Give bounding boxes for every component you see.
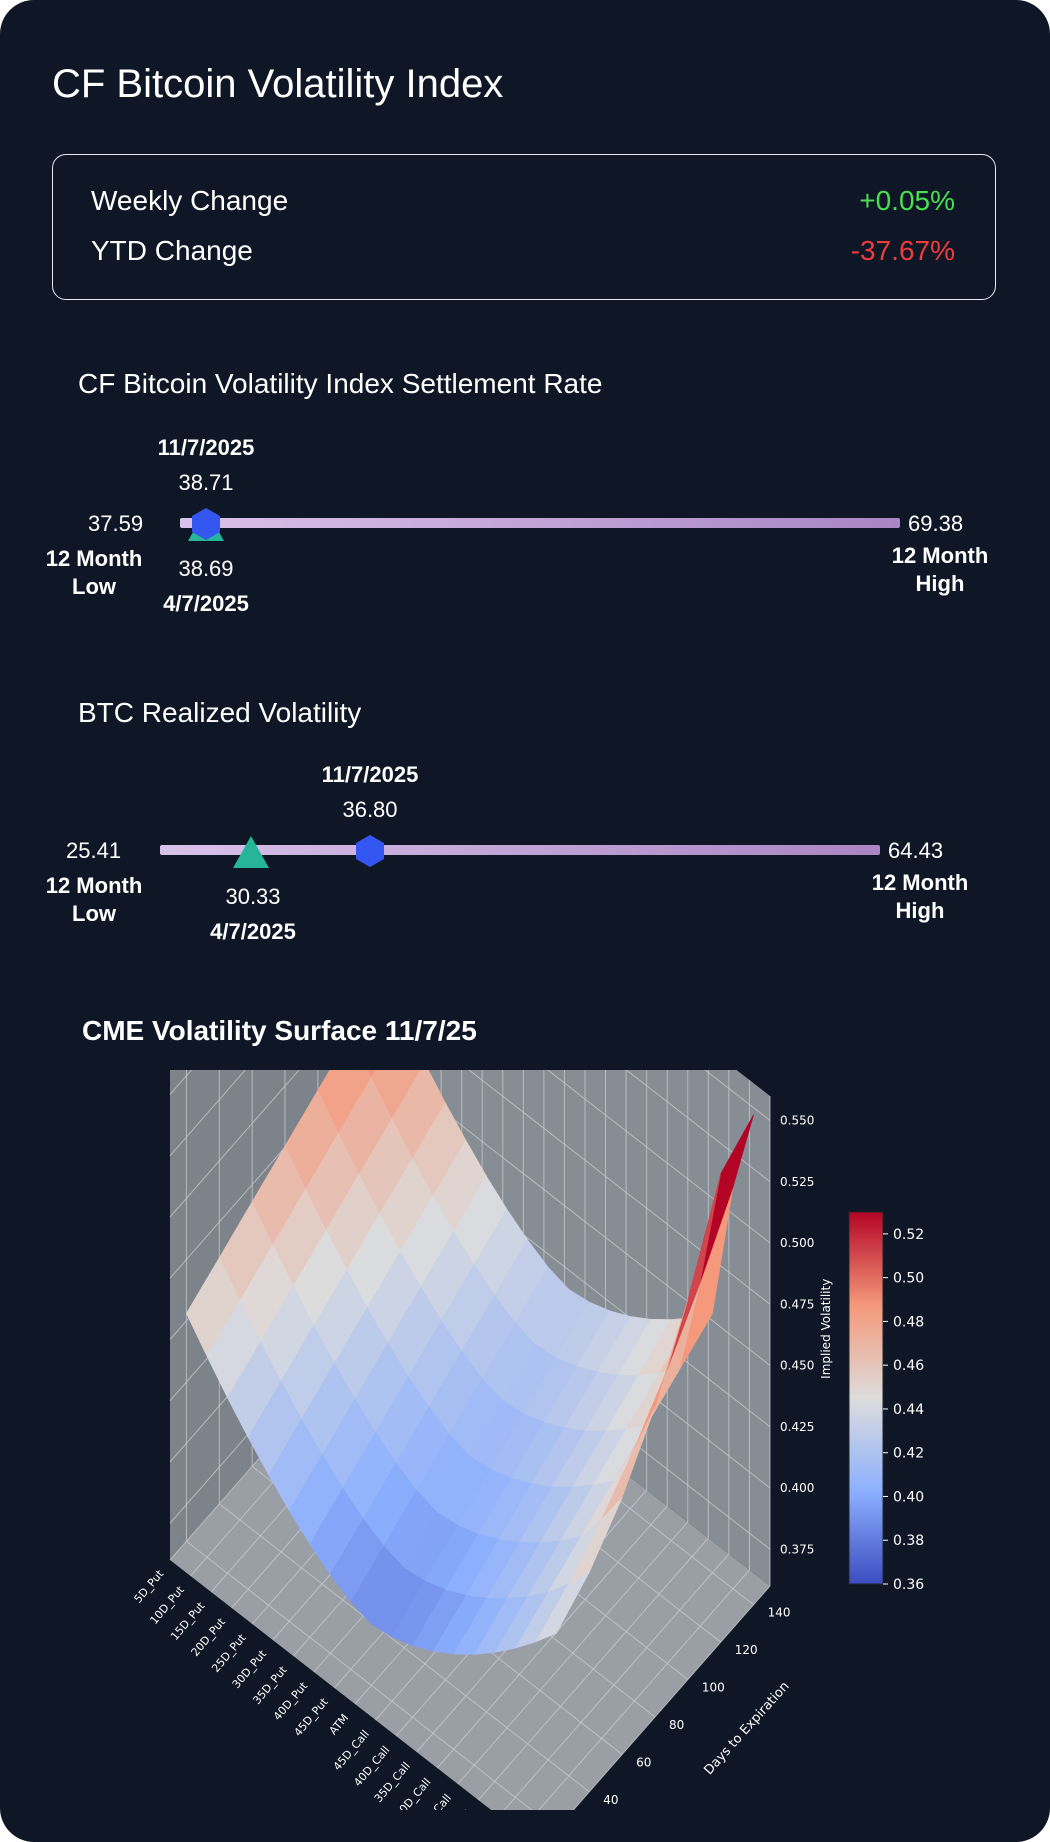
realized-low-label-1: 12 Month [45, 873, 143, 898]
settlement-high-label-2: High [915, 571, 965, 596]
settlement-current-date: 11/7/2025 [157, 435, 255, 460]
settlement-section-title: CF Bitcoin Volatility Index Settlement R… [78, 368, 603, 399]
z-tick-label: 0.400 [780, 1481, 814, 1495]
realized-high-value: 64.43 [888, 838, 944, 863]
back-grid-line [625, 1070, 771, 1183]
colorbar-tick-label: 0.46 [893, 1358, 924, 1374]
back-grid-line [546, 1070, 771, 1244]
y-tick-label: 140 [768, 1606, 791, 1620]
side-grid-line [169, 1070, 300, 1218]
floor-grid-line [218, 1503, 590, 1793]
realized-current-date: 11/7/2025 [321, 762, 419, 787]
weekly-change-value: +0.05% [859, 185, 955, 216]
ytd-change-value: -37.67% [850, 235, 955, 266]
y-tick-label: 120 [735, 1643, 758, 1657]
realized-current-value: 36.80 [342, 797, 398, 822]
surface-patch [535, 1571, 591, 1643]
colorbar [848, 1211, 884, 1585]
colorbar-tick-label: 0.36 [893, 1577, 924, 1593]
settlement-low-value: 37.59 [88, 511, 144, 536]
realized-start-value: 30.33 [225, 884, 281, 909]
page-title: CF Bitcoin Volatility Index [52, 62, 504, 106]
realized-range-track [160, 845, 880, 855]
z-tick-label: 0.450 [780, 1359, 814, 1373]
y-tick-label: 100 [702, 1681, 725, 1695]
settlement-current-value: 38.71 [178, 470, 234, 495]
z-tick-label: 0.500 [780, 1236, 814, 1250]
realized-section-title: BTC Realized Volatility [78, 697, 362, 728]
realized-start-triangle-icon [233, 836, 269, 868]
y-tick-label: 80 [669, 1718, 684, 1732]
realized-high-label-2: High [895, 898, 945, 923]
side-grid-line [169, 1070, 246, 1157]
colorbar-tick-label: 0.50 [893, 1271, 924, 1287]
settlement-low-label-1: 12 Month [45, 546, 143, 571]
surface-chart-title: CME Volatility Surface 11/7/25 [82, 1015, 477, 1046]
settlement-current-hexagon-icon [192, 508, 220, 540]
x-tick-label: ATM [327, 1712, 352, 1738]
weekly-change-label: Weekly Change [91, 185, 289, 216]
floor-grid-line [186, 1540, 533, 1810]
colorbar-tick-label: 0.40 [893, 1489, 924, 1505]
settlement-low-label-2: Low [72, 574, 116, 599]
realized-low-value: 25.41 [66, 838, 122, 863]
settlement-start-date: 4/7/2025 [163, 591, 249, 616]
realized-low-label-2: Low [72, 901, 116, 926]
realized-current-hexagon-icon [356, 835, 384, 867]
surface-patch [367, 1070, 376, 1079]
realized-high-label-1: 12 Month [871, 870, 969, 895]
z-axis-label: Implied Volatility [819, 1279, 833, 1379]
colorbar-tick-label: 0.42 [893, 1446, 924, 1462]
colorbar-tick-label: 0.52 [893, 1227, 924, 1243]
volatility-surface-chart: 5D_Put10D_Put15D_Put20D_Put25D_Put30D_Pu… [131, 1070, 924, 1810]
ytd-change-label: YTD Change [91, 235, 253, 266]
settlement-high-value: 69.38 [908, 511, 964, 536]
y-tick-label: 60 [636, 1755, 651, 1769]
change-summary-box: Weekly Change +0.05% YTD Change -37.67% [52, 154, 996, 300]
colorbar-tick-label: 0.48 [893, 1314, 924, 1330]
x-tick-label: 5D_Put [131, 1567, 166, 1606]
z-tick-label: 0.375 [780, 1542, 814, 1556]
z-tick-label: 0.475 [780, 1297, 814, 1311]
settlement-start-value: 38.69 [178, 556, 234, 581]
realized-start-date: 4/7/2025 [210, 919, 296, 944]
colorbar-tick-label: 0.38 [893, 1533, 924, 1549]
settlement-range-track [180, 518, 900, 528]
colorbar-tick-label: 0.44 [893, 1402, 924, 1418]
y-tick-label: 40 [603, 1793, 618, 1807]
z-tick-label: 0.425 [780, 1420, 814, 1434]
back-grid-line [704, 1070, 771, 1121]
settlement-high-label-1: 12 Month [891, 543, 989, 568]
z-tick-label: 0.525 [780, 1175, 814, 1189]
z-tick-label: 0.550 [780, 1114, 814, 1128]
